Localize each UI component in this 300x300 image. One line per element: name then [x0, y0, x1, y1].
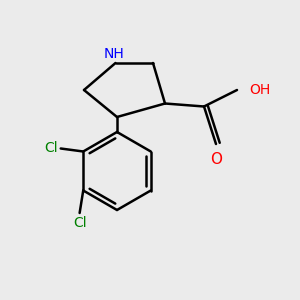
Text: NH: NH [103, 47, 124, 61]
Text: Cl: Cl [45, 142, 58, 155]
Text: O: O [210, 152, 222, 166]
Text: Cl: Cl [73, 216, 86, 230]
Text: OH: OH [249, 83, 270, 97]
